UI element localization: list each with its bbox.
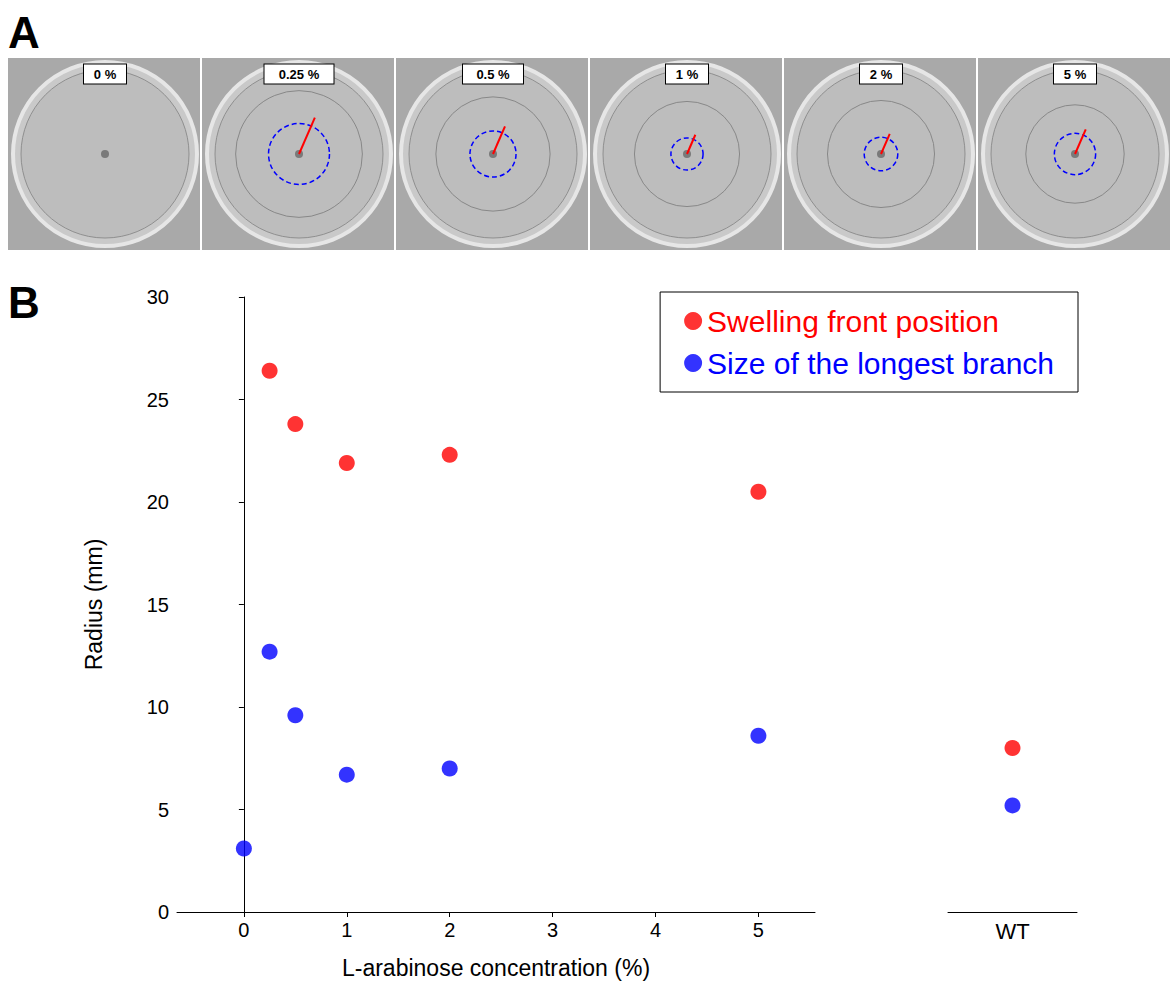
svg-text:WT: WT: [995, 919, 1029, 944]
svg-text:30: 30: [147, 286, 169, 308]
html-text:B: B: [8, 278, 40, 327]
svg-text:0: 0: [238, 919, 249, 941]
svg-text:25: 25: [147, 389, 169, 411]
svg-text:2: 2: [444, 919, 455, 941]
svg-text:4: 4: [650, 919, 661, 941]
svg-text:3: 3: [547, 919, 558, 941]
svg-text:5: 5: [158, 799, 169, 821]
svg-text:1: 1: [341, 919, 352, 941]
svg-text:0.25 %: 0.25 %: [279, 67, 320, 82]
svg-text:0.5 %: 0.5 %: [476, 67, 510, 82]
svg-text:Size of the longest branch: Size of the longest branch: [707, 347, 1054, 380]
svg-text:15: 15: [147, 594, 169, 616]
svg-text:0: 0: [158, 901, 169, 923]
svg-text:2 %: 2 %: [870, 67, 893, 82]
svg-text:Radius (mm): Radius (mm): [81, 539, 107, 671]
html-text:A: A: [8, 8, 40, 57]
svg-text:0 %: 0 %: [94, 67, 117, 82]
svg-text:5: 5: [753, 919, 764, 941]
svg-text:1 %: 1 %: [676, 67, 699, 82]
svg-text:Swelling front position: Swelling front position: [707, 305, 999, 338]
svg-text:10: 10: [147, 696, 169, 718]
svg-text:5 %: 5 %: [1064, 67, 1087, 82]
svg-text:L-arabinose concentration (%): L-arabinose concentration (%): [342, 955, 650, 981]
svg-text:20: 20: [147, 491, 169, 513]
